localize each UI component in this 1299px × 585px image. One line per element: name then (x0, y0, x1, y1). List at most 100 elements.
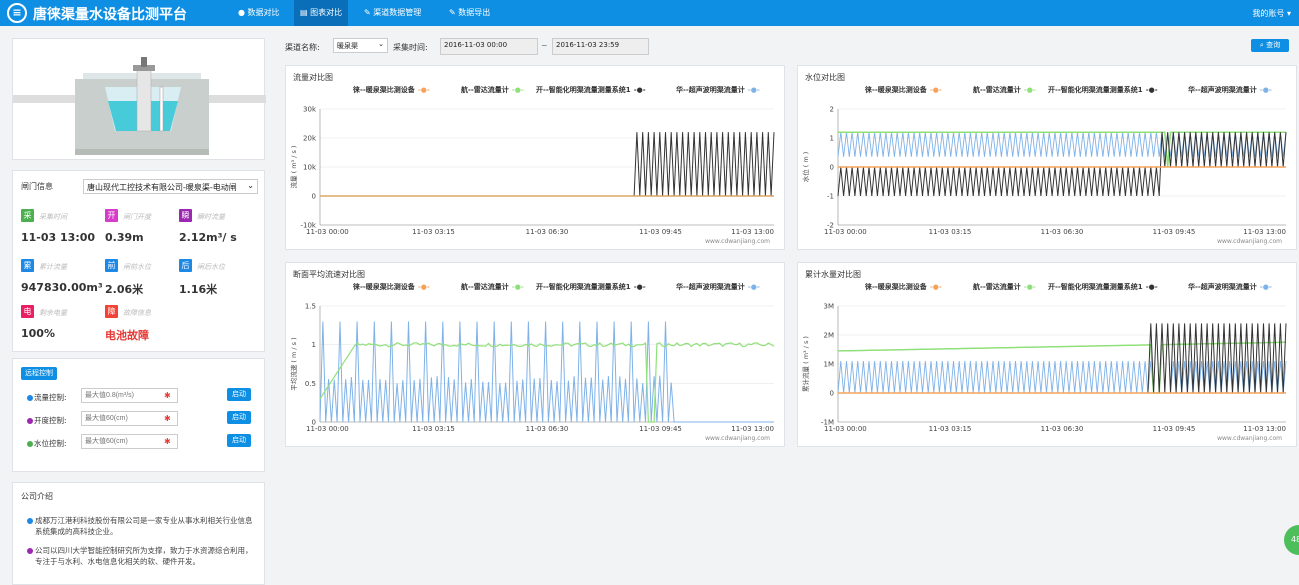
x-tick-label: 11-03 09:45 (1153, 228, 1196, 236)
series-line-radar (838, 131, 1286, 168)
legend-item[interactable]: 徕--暖泉渠比测设备 -●- (353, 282, 430, 292)
legend-item[interactable]: 航--雷达流量计 -●- (461, 85, 524, 95)
legend-item[interactable]: 华--超声波明渠流量计 -●- (1188, 282, 1272, 292)
legend-item[interactable]: 徕--暖泉渠比测设备 -●- (865, 282, 942, 292)
tag-badge: 采 (21, 209, 34, 222)
company-para-1: 成都万江港利科技股份有限公司是一家专业从事水利相关行业信息系统集成的高科技企业。 (35, 516, 253, 536)
legend-label: 徕--暖泉渠比测设备 (353, 283, 415, 291)
item-label: 故障信息 (123, 309, 151, 317)
chart-title: 水位对比图 (805, 73, 845, 82)
y-tick-label: 3M (824, 303, 835, 311)
y-tick-label: 0 (312, 419, 316, 427)
tag-badge: 累 (21, 259, 34, 272)
y-tick-label: -2 (827, 222, 834, 230)
control-label: 水位控制: (34, 439, 67, 448)
legend-item[interactable]: 徕--暖泉渠比测设备 -●- (353, 85, 430, 95)
wrench-icon: ✎ (364, 8, 371, 17)
item-label: 采集时间 (39, 213, 67, 221)
legend-label: 华--超声波明渠流量计 (1188, 86, 1257, 94)
required-mark: ✱ (164, 437, 171, 446)
gate-illustration-panel (12, 38, 266, 160)
legend-marker-icon: -●- (417, 86, 430, 94)
account-menu[interactable]: 我的账号 ▾ (1252, 9, 1291, 18)
watermark: www.cdwanjiang.com (705, 238, 770, 245)
control-input[interactable] (81, 434, 178, 449)
x-tick-label: 11-03 09:45 (1153, 425, 1196, 433)
legend-item[interactable]: 开--智能化明渠流量测量系统1 -●- (536, 85, 646, 95)
search-button[interactable]: ⌕ 查询 (1251, 39, 1289, 52)
y-tick-label: -10k (301, 222, 317, 230)
x-tick-label: 11-03 06:30 (526, 228, 569, 236)
bullet-dot (27, 518, 33, 524)
required-mark: ✱ (164, 414, 171, 423)
legend-marker-icon: -●- (747, 283, 760, 291)
item-value: 947830.00m³ (21, 281, 103, 294)
start-button[interactable]: 启动 (227, 388, 251, 401)
legend-item[interactable]: 华--超声波明渠流量计 -●- (676, 282, 760, 292)
start-time-input[interactable]: 2016-11-03 00:00 (440, 38, 538, 55)
item-label: 剩余电量 (39, 309, 67, 317)
tag-badge: 瞬 (179, 209, 192, 222)
legend-item[interactable]: 华--超声波明渠流量计 -●- (676, 85, 760, 95)
nav-chart-compare[interactable]: ▤ 图表对比 (294, 0, 349, 26)
legend-item[interactable]: 华--超声波明渠流量计 -●- (1188, 85, 1272, 95)
nav-data-compare[interactable]: ● 数据对比 (232, 0, 286, 26)
legend-marker-icon: -●- (633, 283, 646, 291)
legend-item[interactable]: 徕--暖泉渠比测设备 -●- (865, 85, 942, 95)
y-tick-label: 1.5 (305, 303, 316, 311)
watermark: www.cdwanjiang.com (705, 435, 770, 442)
channel-label: 渠道名称: (285, 43, 320, 52)
y-tick-label: 10k (303, 164, 317, 172)
series-line-radar (838, 341, 1286, 394)
legend-label: 徕--暖泉渠比测设备 (865, 86, 927, 94)
channel-value: 暖泉渠 (337, 42, 358, 50)
y-tick-label: 0 (312, 193, 316, 201)
tag-badge: 电 (21, 305, 34, 318)
legend-item[interactable]: 开--智能化明渠流量测量系统1 -●- (536, 282, 646, 292)
required-mark: ✱ (164, 391, 171, 400)
logo-icon: ≡ (7, 3, 27, 23)
legend-item[interactable]: 航--雷达流量计 -●- (461, 282, 524, 292)
chart-title: 累计水量对比图 (805, 270, 861, 279)
gate-select[interactable]: 唐山现代工控技术有限公司-暖泉渠-电动闸 ⌄ (83, 179, 258, 194)
company-intro-panel: 公司介绍 成都万江港利科技股份有限公司是一家专业从事水利相关行业信息系统集成的高… (12, 482, 265, 585)
legend-marker-icon: -●- (511, 283, 524, 291)
legend-item[interactable]: 航--雷达流量计 -●- (973, 85, 1036, 95)
legend-marker-icon: -●- (1145, 86, 1158, 94)
end-time-input[interactable]: 2016-11-03 23:59 (552, 38, 649, 55)
nav-label: 数据导出 (458, 8, 491, 17)
y-axis-label: 累计流量 ( m³ / s ) (801, 336, 810, 392)
y-axis-label: 流量 ( m³ / s ) (289, 146, 298, 189)
tag-badge: 开 (105, 209, 118, 222)
nav-data-export[interactable]: ✎ 数据导出 (443, 0, 496, 26)
nav-channel-data[interactable]: ✎ 渠道数据管理 (358, 0, 427, 26)
y-axis-label: 平均流速 ( m / s ) (289, 337, 298, 390)
item-value: 2.12m³/ s (179, 231, 237, 244)
control-input[interactable] (81, 411, 178, 426)
floating-badge[interactable]: 48 (1284, 525, 1299, 555)
y-tick-label: 0 (830, 390, 834, 398)
item-label: 瞬时流量 (197, 213, 225, 221)
tag-badge: 前 (105, 259, 118, 272)
control-dot (27, 418, 33, 424)
x-tick-label: 11-03 13:00 (1243, 425, 1286, 433)
top-bar: ≡ 唐徕渠量水设备比测平台 ● 数据对比 ▤ 图表对比 ✎ 渠道数据管理 ✎ 数… (0, 0, 1299, 26)
nav-label: 渠道数据管理 (373, 8, 422, 17)
search-label: 查询 (1266, 41, 1281, 49)
x-tick-label: 11-03 03:15 (412, 228, 455, 236)
legend-item[interactable]: 航--雷达流量计 -●- (973, 282, 1036, 292)
control-input[interactable] (81, 388, 178, 403)
legend-item[interactable]: 开--智能化明渠流量测量系统1 -●- (1048, 85, 1158, 95)
x-tick-label: 11-03 09:45 (639, 228, 682, 236)
chevron-down-icon: ⌄ (378, 40, 384, 48)
start-button[interactable]: 启动 (227, 434, 251, 447)
series-line-smart-system (837, 132, 1287, 197)
legend-item[interactable]: 开--智能化明渠流量测量系统1 -●- (1048, 282, 1158, 292)
start-button[interactable]: 启动 (227, 411, 251, 424)
apple-icon: ● (238, 8, 245, 17)
y-tick-label: 2M (824, 332, 835, 340)
chart-panel: 断面平均流速对比图 徕--暖泉渠比测设备 -●- 航--雷达流量计 -●- 开--智能化明… (285, 262, 785, 447)
channel-select[interactable]: 暖泉渠 ⌄ (333, 38, 388, 53)
search-icon: ⌕ (1259, 41, 1264, 49)
tag-badge: 障 (105, 305, 118, 318)
